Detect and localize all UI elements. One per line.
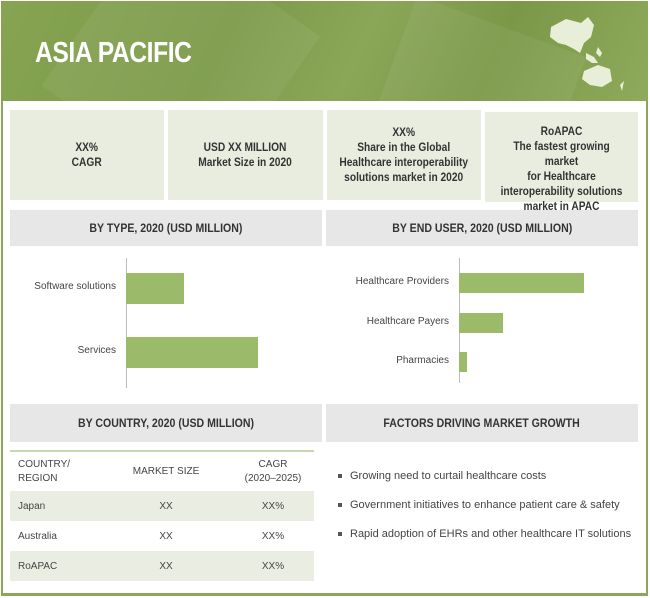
factors-list: Growing need to curtail healthcare costs… [338,468,633,555]
header-banner: ASIA PACIFIC [1,1,648,101]
category-label: Healthcare Providers [355,276,449,287]
card-label: Share in the Global [357,140,451,154]
section-title: BY END USER, 2020 (USD MILLION) [392,221,572,235]
table-cell: XX% [232,491,314,521]
factors-header: FACTORS DRIVING MARKET GROWTH [326,404,638,442]
by-end-user-header: BY END USER, 2020 (USD MILLION) [326,210,638,246]
asia-pacific-map-icon [550,17,624,91]
table-cell: XX [159,530,173,542]
section-title: BY COUNTRY, 2020 (USD MILLION) [77,416,255,430]
section-title: FACTORS DRIVING MARKET GROWTH [383,416,581,430]
column-header: COUNTRY/ REGION [18,458,71,484]
page-title: ASIA PACIFIC [35,37,192,69]
card-label: solutions market in 2020 [344,170,464,184]
card-label: Market Size in 2020 [198,155,293,169]
card-label: Healthcare interoperability [339,155,469,169]
cagr-card: XX% CAGR [10,110,164,200]
bar-healthcare-providers [459,273,584,293]
card-label: CAGR [71,155,103,169]
card-label: for Healthcare [527,169,596,183]
category-label: Healthcare Payers [366,316,449,327]
market-size-card: USD XX MILLION Market Size in 2020 [168,110,323,200]
bottom-border [1,593,648,596]
card-label: market in APAC [523,199,600,213]
table-cell: XX [100,551,232,581]
table-cell: Australia [18,530,57,542]
bar-healthcare-payers [459,313,503,333]
fastest-growing-card: RoAPAC The fastest growing market for Heal… [485,112,638,213]
card-value: RoAPAC [540,124,583,138]
country-table: COUNTRY/ REGION MARKET SIZE CAGR (2020–202… [10,450,314,581]
chart-axis [126,258,127,388]
table-cell: XX [100,491,232,521]
card-label: interoperability solutions [500,184,623,198]
card-value: XX% [392,125,416,139]
list-item: Growing need to curtail healthcare costs [338,468,633,484]
list-item: Rapid adoption of EHRs and other healthc… [338,526,633,542]
table-cell: XX% [232,551,314,581]
card-value: USD XX MILLION [204,140,287,154]
column-header: CAGR (2020–2025) [244,458,302,484]
section-title: BY TYPE, 2020 (USD MILLION) [89,221,243,235]
by-type-header: BY TYPE, 2020 (USD MILLION) [10,210,322,246]
category-label: Services [77,345,116,356]
table-cell: RoAPAC [10,551,100,581]
table-cell: Japan [10,491,100,521]
card-value: XX% [75,140,99,154]
table-header-row: COUNTRY/ REGION MARKET SIZE CAGR (2020–202… [10,451,314,491]
table-row: RoAPAC XX XX% [10,551,314,581]
list-item: Government initiatives to enhance patien… [338,497,633,513]
bar-software-solutions [126,272,185,304]
table-row: Australia XX XX% [10,521,314,551]
table-cell: XX% [261,530,285,542]
table-row: Japan XX XX% [10,491,314,521]
category-label: Software solutions [34,281,116,292]
category-label: Pharmacies [396,355,449,366]
global-share-card: XX% Share in the Global Healthcare interop… [327,110,481,200]
bar-services [126,336,258,368]
column-header: MARKET SIZE [132,465,200,477]
bar-pharmacies [459,352,467,372]
by-country-header: BY COUNTRY, 2020 (USD MILLION) [10,404,322,442]
card-label: The fastest growing market [513,139,610,168]
